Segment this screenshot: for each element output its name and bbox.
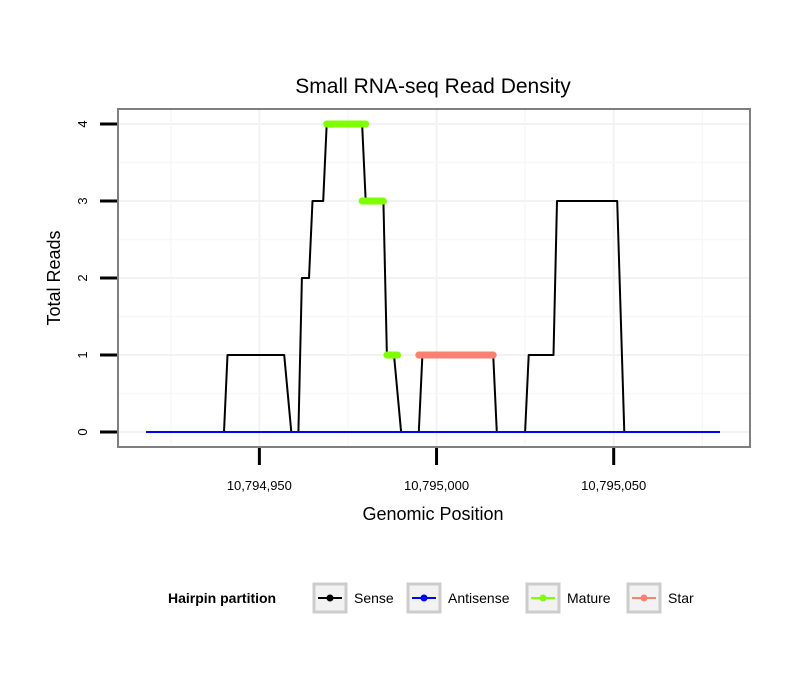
y-tick-label-4: 4 [75,120,90,127]
legend-key-dot-sense [326,594,334,602]
legend-key-dot-mature [539,594,547,602]
series-layer [146,120,720,433]
legend-title: Hairpin partition [168,590,276,606]
legend: Hairpin partition Sense Antisense Mature St… [168,582,694,614]
y-axis: 0 1 2 3 4 [75,120,117,436]
legend-entries: Sense Antisense Mature Star [312,582,694,614]
plot-frame [117,108,751,448]
y-tick-label-3: 3 [75,197,90,204]
legend-key-dot-antisense [420,594,428,602]
x-axis: 10,794,950 10,795,000 10,795,050 [227,448,646,493]
x-axis-label: Genomic Position [362,504,503,524]
y-tick-label-2: 2 [75,274,90,281]
y-tick-label-1: 1 [75,351,90,358]
legend-label-antisense: Antisense [448,590,510,606]
y-tick-label-0: 0 [75,428,90,435]
legend-entry-mature: Mature [525,582,611,614]
legend-entry-star: Star [626,582,694,614]
legend-label-sense: Sense [354,590,394,606]
legend-label-star: Star [668,590,694,606]
grid-lines [118,109,750,447]
y-axis-label: Total Reads [44,230,64,325]
legend-entry-antisense: Antisense [406,582,510,614]
chart-title: Small RNA-seq Read Density [295,75,571,98]
legend-label-mature: Mature [567,590,611,606]
x-tick-label-1: 10,795,000 [404,478,469,493]
x-tick-label-0: 10,794,950 [227,478,292,493]
legend-entry-sense: Sense [312,582,394,614]
x-tick-label-2: 10,795,050 [581,478,646,493]
legend-key-dot-star [640,594,648,602]
